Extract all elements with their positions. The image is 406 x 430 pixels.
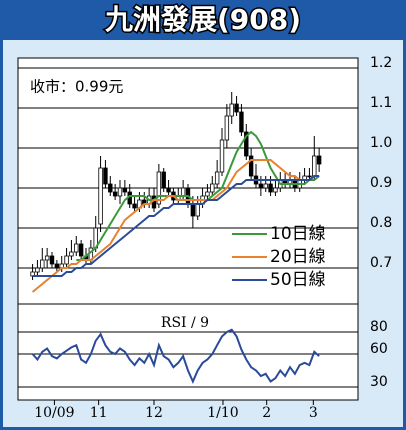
- y-tick-label: 80: [370, 319, 388, 335]
- candle-body: [30, 271, 35, 277]
- candle-body: [239, 111, 244, 133]
- candle-body: [219, 139, 225, 173]
- candle-body: [224, 115, 230, 141]
- candle-body: [210, 183, 215, 193]
- y-tick-label: 60: [370, 341, 388, 357]
- candle-body: [248, 155, 254, 177]
- candle-body: [35, 267, 40, 273]
- x-tick-label: 2: [262, 405, 271, 421]
- x-tick-label: 10/09: [34, 405, 74, 421]
- candle-body: [307, 175, 312, 178]
- candle-body: [263, 183, 268, 189]
- candle-body: [205, 191, 210, 197]
- y-tick-label: 0.8: [370, 215, 392, 231]
- series-line: [31, 328, 320, 384]
- y-tick-label: 0.7: [370, 255, 392, 271]
- candle-body: [69, 251, 74, 257]
- candle-body: [244, 131, 249, 157]
- candle-body: [112, 191, 118, 197]
- annotation: 收市：0.99元: [30, 78, 123, 96]
- candle-body: [49, 255, 55, 265]
- candle-body: [98, 167, 103, 225]
- x-tick-label: 11: [90, 405, 108, 421]
- candle-body: [64, 255, 69, 265]
- candle-body: [190, 203, 196, 217]
- candle-body: [258, 183, 264, 189]
- y-tick-label: 0.9: [370, 175, 392, 191]
- candle-body: [40, 259, 45, 269]
- candle-body: [180, 187, 186, 197]
- candle-body: [78, 243, 84, 257]
- y-tick-label: 30: [370, 374, 388, 390]
- candle-body: [273, 187, 278, 193]
- series-line: [32, 175, 320, 277]
- candle-body: [74, 243, 79, 253]
- candle-body: [132, 203, 137, 209]
- x-tick-label: 1/10: [207, 405, 238, 421]
- candle-body: [122, 187, 128, 193]
- y-tick-label: 1.0: [370, 135, 392, 151]
- rsi-title: RSI / 9: [161, 315, 209, 331]
- x-tick-label: 3: [309, 405, 318, 421]
- candle-body: [108, 183, 113, 193]
- candle-body: [103, 167, 108, 185]
- series-line: [31, 159, 320, 293]
- x-tick-label: 12: [145, 405, 163, 421]
- candle-body: [195, 203, 200, 217]
- candle-body: [234, 103, 239, 113]
- candle-body: [229, 103, 234, 117]
- chart-title: 九洲發展(908): [105, 3, 301, 36]
- candle-body: [44, 255, 50, 261]
- candle-body: [268, 183, 273, 193]
- y-tick-label: 1.2: [370, 55, 392, 71]
- y-tick-label: 1.1: [370, 95, 392, 111]
- header: [0, 0, 406, 40]
- candle-body: [156, 171, 162, 205]
- legend-label: 50日線: [270, 270, 326, 290]
- legend-label: 10日線: [270, 224, 326, 244]
- candle-body: [161, 171, 166, 189]
- plot-area: [17, 57, 359, 401]
- candle-body: [214, 171, 220, 185]
- candle-body: [312, 155, 317, 177]
- legend-label: 20日線: [270, 247, 326, 267]
- candle-body: [316, 155, 322, 165]
- candle-body: [166, 187, 171, 193]
- candle-body: [117, 187, 123, 197]
- candle-body: [54, 263, 60, 269]
